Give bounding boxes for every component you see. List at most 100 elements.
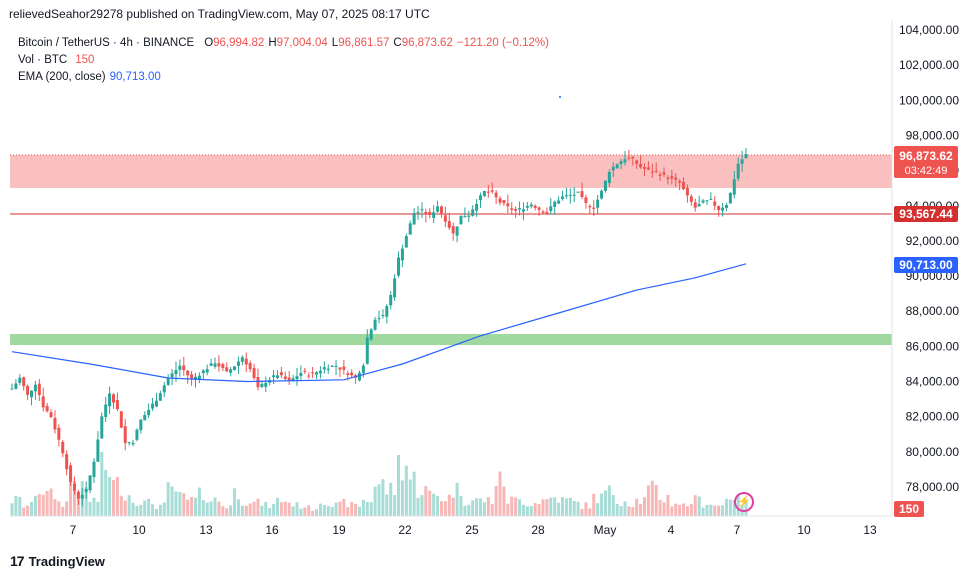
volume-bar [705, 504, 709, 516]
volume-bar [494, 486, 498, 516]
volume-bar [537, 504, 541, 516]
volume-bar [10, 503, 14, 516]
volume-bar [393, 495, 397, 516]
candle-body [299, 372, 303, 376]
volume-bar [521, 504, 525, 516]
brand-name: TradingView [28, 553, 105, 569]
candle-body [611, 166, 615, 171]
candle-body [572, 194, 576, 196]
volume-bar [26, 505, 30, 516]
volume-bar [693, 495, 697, 516]
candle-body [229, 369, 233, 373]
volume-bar [529, 506, 533, 516]
candle-body [639, 163, 643, 168]
candle-body [201, 370, 205, 374]
volume-bar [244, 505, 248, 516]
candle-body [471, 209, 475, 216]
volume-bar [588, 508, 592, 516]
candle-body [482, 190, 486, 196]
candle-body [736, 163, 740, 179]
volume-bar [33, 495, 37, 516]
volume-bar [557, 502, 561, 516]
volume-bar [580, 508, 584, 516]
candle-body [22, 377, 26, 387]
volume-value-tag: 150 [899, 502, 919, 516]
candle-body [131, 442, 135, 445]
candle-body [404, 236, 408, 248]
candle-body [506, 203, 510, 207]
lightning-icon[interactable]: ⚡ [734, 492, 754, 512]
candle-body [455, 226, 459, 236]
volume-bar [471, 500, 475, 516]
candle-body [88, 475, 92, 491]
candle-body [518, 208, 522, 210]
candle-countdown: 03:42:49 [905, 165, 948, 177]
ema-value-tag: 90,713.00 [899, 258, 953, 272]
candle-body [744, 154, 748, 159]
volume-bar [592, 493, 596, 516]
volume-bar [533, 503, 537, 516]
candle-body [166, 377, 170, 385]
volume-bar [658, 499, 662, 516]
volume-bar [100, 451, 104, 516]
volume-bar [104, 470, 108, 516]
candle-body [728, 193, 732, 204]
candle-body [674, 177, 678, 180]
candle-body [603, 180, 607, 191]
volume-bar [170, 486, 174, 516]
volume-bar [510, 496, 514, 516]
volume-bar [572, 500, 576, 516]
tradingview-brand[interactable]: 17 TradingView [10, 553, 105, 569]
volume-bar [627, 506, 631, 516]
volume-bar [334, 502, 338, 516]
candle-body [389, 294, 393, 306]
time-tick-label: 7 [734, 523, 741, 537]
time-tick-label: 28 [531, 523, 545, 537]
volume-bar [127, 495, 131, 516]
candle-body [635, 160, 639, 164]
candle-body [65, 454, 69, 470]
candle-body [76, 491, 80, 499]
candle-body [510, 208, 514, 210]
price-tick-label: 88,000.00 [906, 304, 960, 318]
ema-row[interactable]: EMA (200, close) 90,713.00 [18, 69, 549, 86]
price-tick-label: 92,000.00 [906, 234, 960, 248]
volume-bar [213, 497, 217, 516]
volume-bar [373, 486, 377, 516]
candle-body [682, 181, 686, 190]
candle-body [225, 367, 229, 372]
change-value: −121.20 (−0.12%) [456, 37, 549, 49]
volume-bar [299, 508, 303, 516]
volume-bar [338, 501, 342, 516]
time-axis[interactable]: 7 10 13 16 19 22 25 28 May 4 7 10 13 [70, 523, 877, 537]
candle-body [178, 365, 182, 370]
volume-bar [186, 499, 190, 516]
candle-body [162, 385, 166, 393]
volume-bar [639, 503, 643, 516]
open-label: O [204, 37, 214, 49]
candle-body [553, 201, 557, 207]
volume-bar [596, 503, 600, 516]
volume-bar [584, 502, 588, 516]
candle-body [92, 461, 96, 477]
volume-bars [10, 451, 748, 516]
ohlc-row[interactable]: Bitcoin / TetherUS · 4h · BINANCE O 96,99… [18, 35, 549, 52]
volume-bar [603, 490, 607, 516]
volume-bar [732, 500, 736, 516]
candle-body [600, 190, 604, 199]
candle-body [357, 372, 361, 381]
candle-body [689, 196, 693, 202]
volume-bar [201, 500, 205, 516]
volume-bar [475, 498, 479, 516]
volume-bar [467, 504, 471, 516]
volume-bar [354, 503, 358, 516]
volume-bar [260, 505, 264, 516]
candle-body [119, 411, 123, 428]
symbol-label[interactable]: Bitcoin / TetherUS · 4h · BINANCE [18, 37, 195, 49]
volume-row[interactable]: Vol · BTC 150 [18, 52, 549, 69]
candle-body [41, 396, 45, 408]
volume-bar [490, 504, 494, 516]
time-tick-label: 10 [132, 523, 146, 537]
volume-bar [623, 501, 627, 516]
